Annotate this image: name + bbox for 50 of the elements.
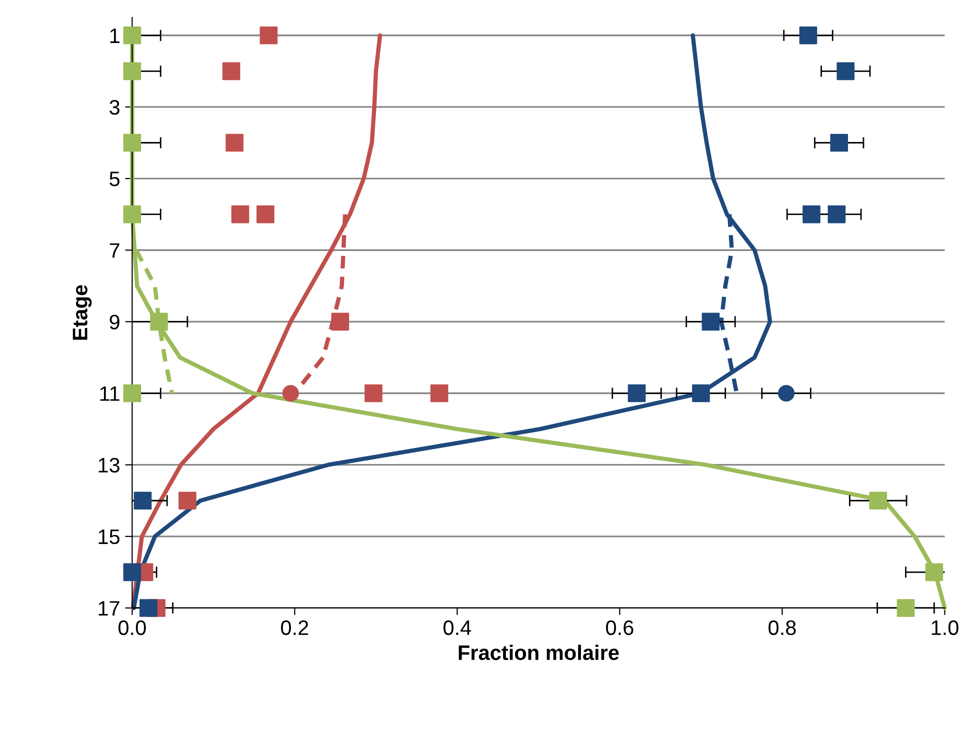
point xyxy=(222,62,240,80)
line-series xyxy=(130,33,382,610)
point xyxy=(123,563,142,582)
y-tick-label: 17 xyxy=(98,601,120,616)
x-tick-label: 1.0 xyxy=(932,620,958,636)
point xyxy=(123,384,142,402)
y-axis-title: Etage xyxy=(72,285,92,340)
point xyxy=(692,384,710,402)
point xyxy=(869,492,888,510)
x-tick-label: 0.2 xyxy=(281,620,308,636)
y-tick-label: 15 xyxy=(98,530,120,544)
point xyxy=(256,205,274,224)
point xyxy=(830,134,848,152)
x-tick-label: 0.4 xyxy=(444,620,472,636)
x-tick-label: 0.8 xyxy=(768,620,796,636)
point xyxy=(226,134,244,152)
point xyxy=(123,134,142,152)
point xyxy=(799,26,818,44)
point xyxy=(430,384,448,402)
point xyxy=(836,62,855,80)
point xyxy=(123,205,142,224)
point xyxy=(260,26,278,44)
y-tick-label: 1 xyxy=(110,28,120,43)
point xyxy=(282,384,299,402)
x-axis-title: Fraction molaire xyxy=(458,644,619,660)
point xyxy=(778,384,795,402)
x-tick-label: 0.6 xyxy=(606,620,634,636)
point xyxy=(178,492,196,510)
y-tick-label: 11 xyxy=(100,386,120,401)
point xyxy=(134,492,152,510)
point xyxy=(802,205,820,224)
point xyxy=(140,599,158,617)
point xyxy=(925,563,944,582)
point xyxy=(628,384,646,402)
point xyxy=(702,312,720,331)
y-tick-label: 5 xyxy=(110,172,120,186)
x-tick-label: 0.0 xyxy=(118,620,146,636)
point xyxy=(123,26,142,44)
point xyxy=(828,205,846,224)
y-tick-label: 13 xyxy=(98,458,120,473)
y-tick-label: 3 xyxy=(110,100,120,115)
y-tick-label: 7 xyxy=(110,243,120,258)
point xyxy=(331,312,350,331)
point xyxy=(364,384,382,402)
point xyxy=(231,205,250,224)
point xyxy=(123,62,142,80)
point xyxy=(896,599,915,617)
point xyxy=(150,312,168,331)
line-series xyxy=(134,248,174,396)
y-tick-label: 9 xyxy=(110,314,120,330)
